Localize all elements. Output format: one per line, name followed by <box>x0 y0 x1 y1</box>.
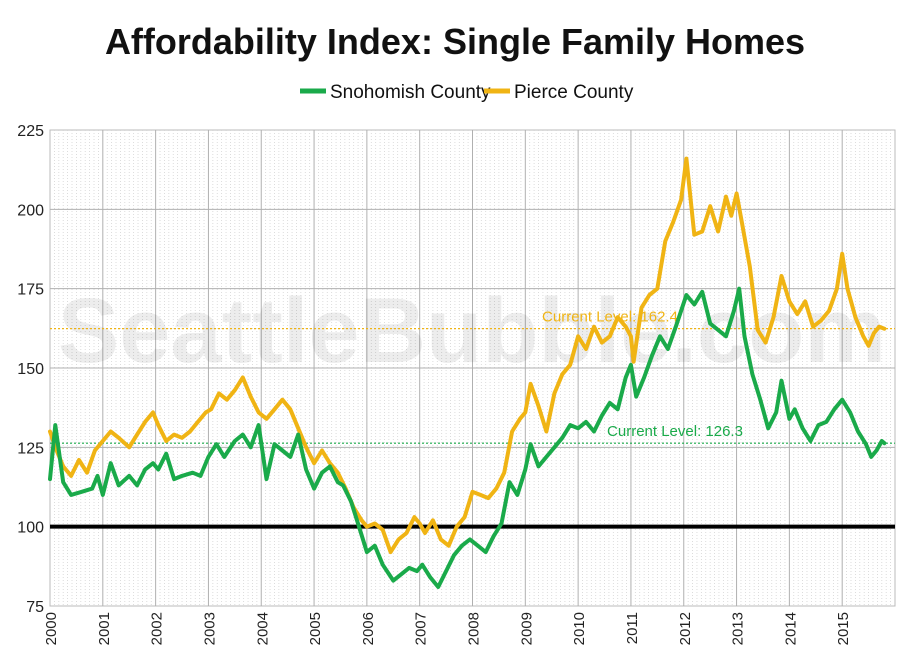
x-tick-label: 2012 <box>677 612 694 645</box>
x-tick-label: 2013 <box>730 612 747 645</box>
x-tick-label: 2011 <box>624 612 641 644</box>
x-tick-label: 2003 <box>201 612 218 645</box>
x-tick-label: 2001 <box>96 612 113 645</box>
legend-label-snohomish: Snohomish County <box>330 82 491 103</box>
x-tick-label: 2014 <box>782 612 799 645</box>
y-tick-label: 125 <box>17 440 44 457</box>
current-level-label-0: Current Level: 126.3 <box>607 423 743 440</box>
x-tick-label: 2008 <box>466 612 483 645</box>
watermark: SeattleBubble.com <box>58 280 886 382</box>
y-tick-label: 225 <box>17 123 44 140</box>
x-tick-label: 2004 <box>254 612 271 645</box>
series-line-snohomish-county <box>48 286 887 589</box>
series-line-pierce-county <box>48 156 887 555</box>
x-tick-label: 2002 <box>149 612 166 645</box>
x-axis: 2000 2001 2002 2003 2004 2005 2006 2007 2008 2009… <box>43 612 852 645</box>
y-tick-label: 150 <box>17 361 44 378</box>
x-tick-label: 2009 <box>518 612 535 645</box>
y-tick-label: 200 <box>17 202 44 219</box>
legend-label-pierce: Pierce County <box>514 82 634 103</box>
legend: Snohomish County Pierce County <box>300 82 634 103</box>
current-level-label-1: Current Level: 162.4 <box>542 309 678 326</box>
chart-title: Affordability Index: Single Family Homes <box>105 21 805 62</box>
x-tick-label: 2005 <box>307 612 324 645</box>
x-tick-label: 2006 <box>360 612 377 645</box>
series-lines <box>48 156 887 589</box>
x-tick-label: 2000 <box>43 612 60 645</box>
y-tick-label: 75 <box>26 599 44 616</box>
y-tick-label: 100 <box>17 520 44 537</box>
y-tick-label: 175 <box>17 282 44 299</box>
x-tick-label: 2010 <box>571 612 588 645</box>
current-level-lines: Current Level: 126.3 Current Level: 162.4 <box>50 309 895 444</box>
y-axis: 75 100 125 150 175 200 225 <box>17 123 44 616</box>
x-tick-label: 2007 <box>413 612 430 645</box>
x-tick-label: 2015 <box>835 612 852 645</box>
